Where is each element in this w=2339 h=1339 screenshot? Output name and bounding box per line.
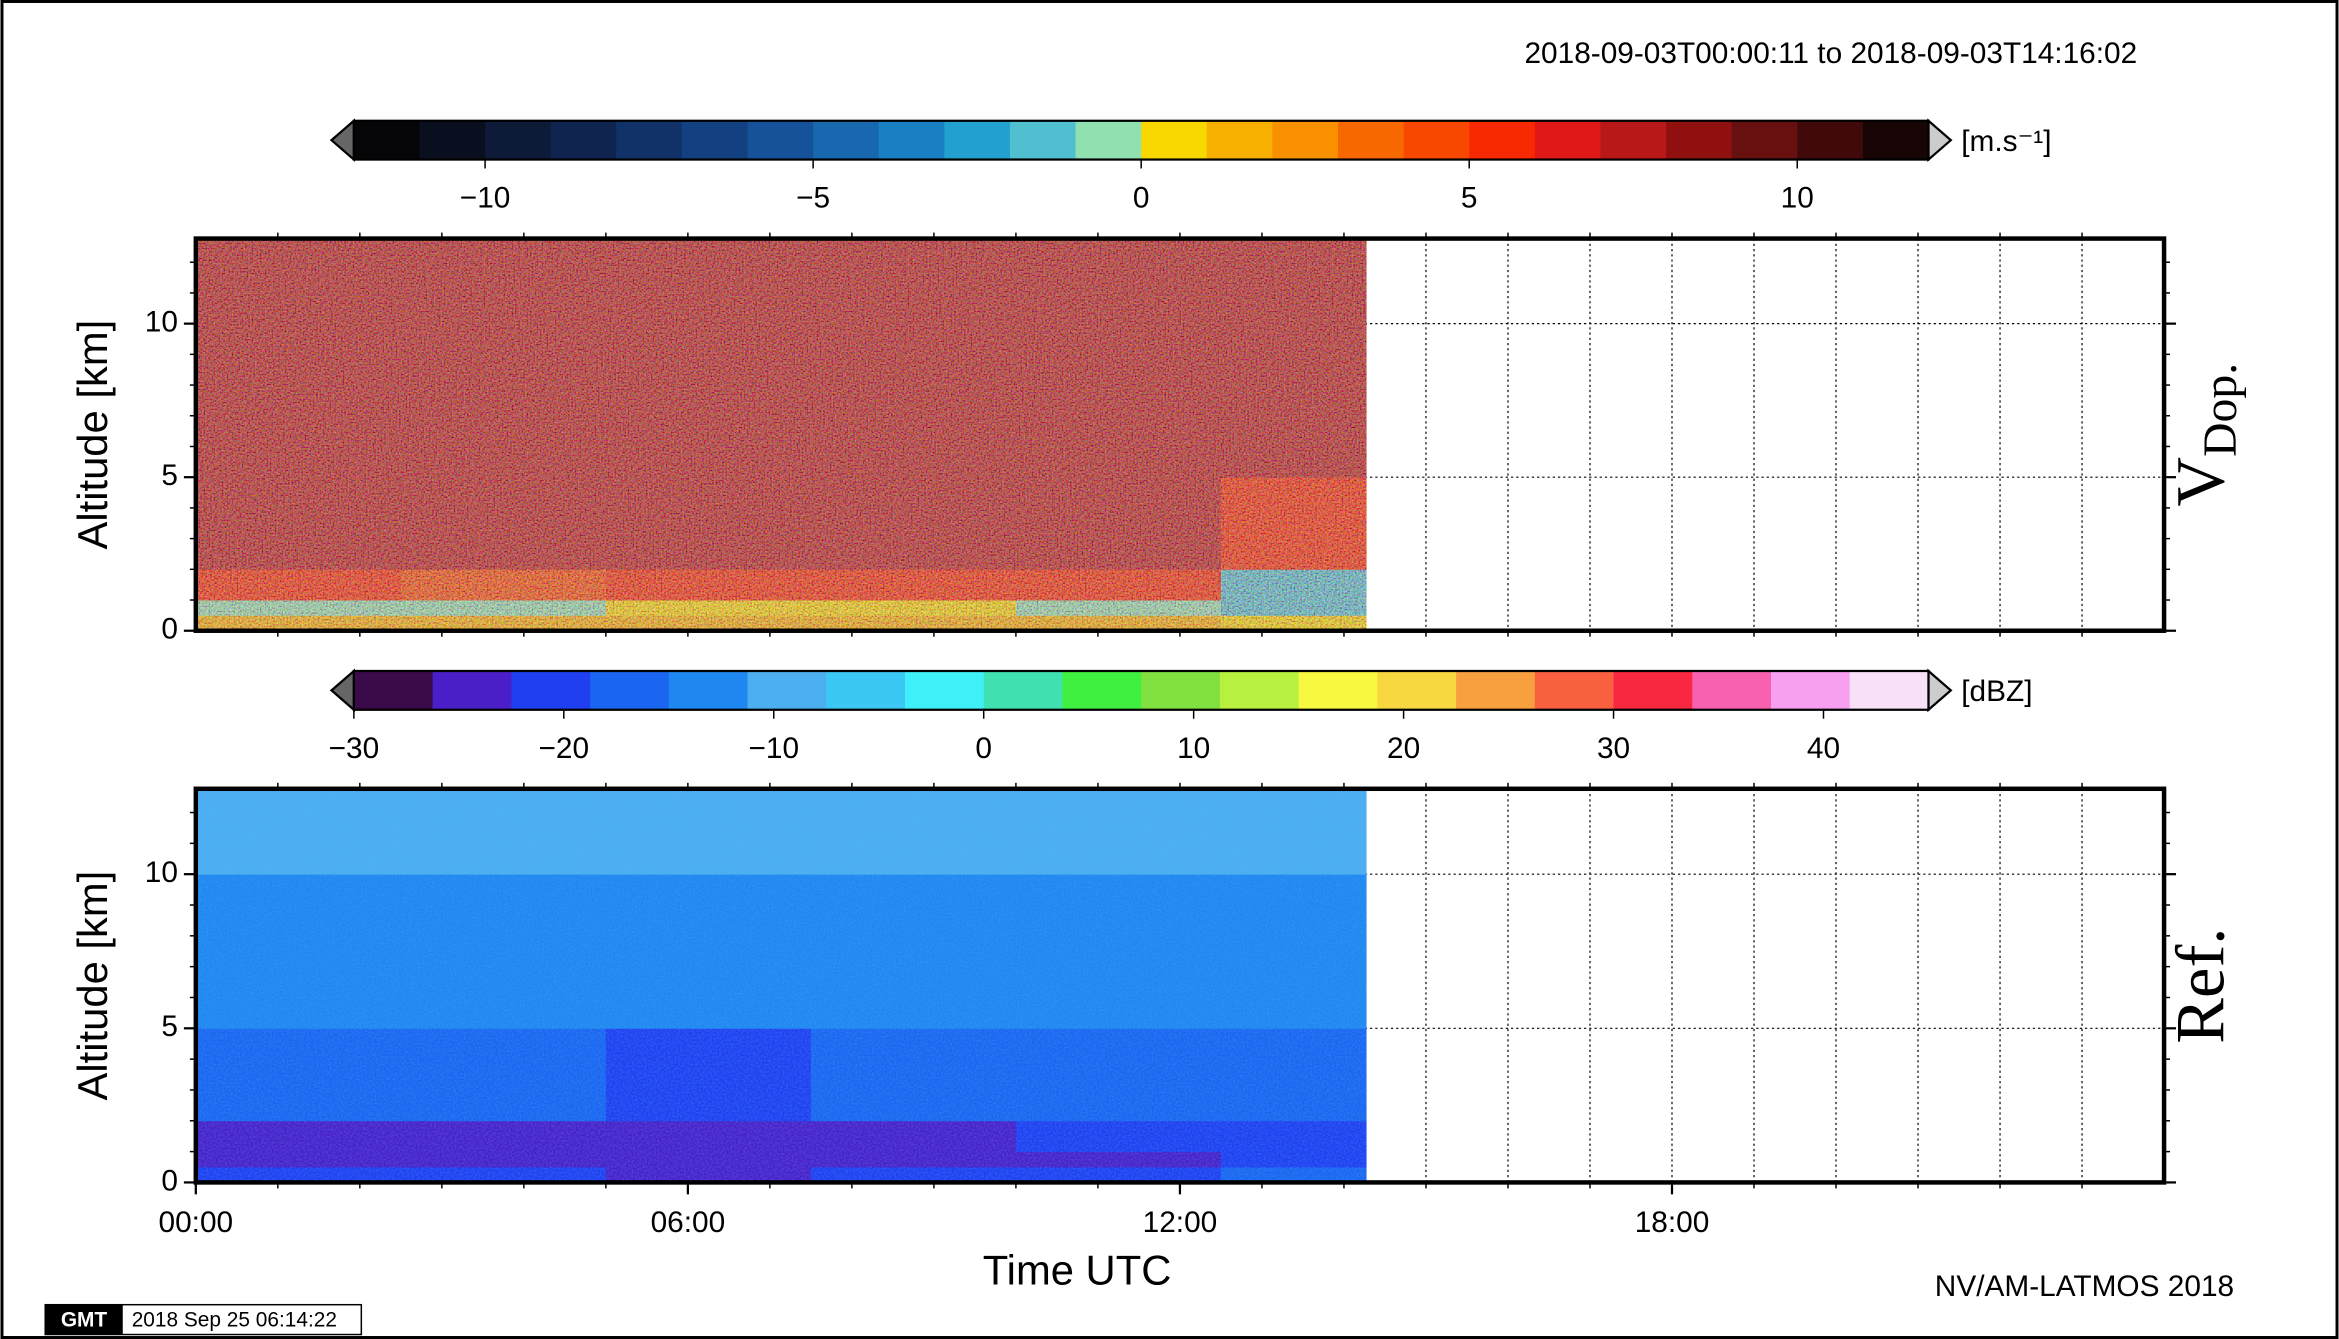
colorbar-tick-label: 0 (975, 732, 992, 765)
panel-label-main: Ref. (2162, 928, 2238, 1044)
colorbar-tick-label: 10 (1177, 732, 1210, 765)
panel-label-sub: Dop. (2194, 363, 2247, 457)
colorbar-frame (352, 669, 1930, 711)
colorbar-segment (813, 120, 880, 160)
footer: NV/AM-LATMOS 2018 (1935, 1270, 2234, 1303)
header: 2018-09-03T00:00:11 to 2018-09-03T14:16:… (1524, 37, 2137, 70)
colorbar-tick-label: 10 (1781, 182, 1814, 215)
colorbar-segment (1141, 120, 1208, 160)
plot-area: 0 5 10 Altitude [km] VDop. (69, 232, 2247, 646)
stamp-logo-box (45, 1304, 123, 1335)
colorbar-segment (878, 120, 946, 160)
colorbar-unit: [dBZ] (1961, 675, 2032, 708)
colorbar-segment (1377, 670, 1457, 710)
colorbar-segment (1534, 120, 1602, 160)
colorbar-segment (747, 120, 814, 160)
colorbar-segment (485, 120, 552, 160)
colorbar-segment (1272, 120, 1339, 160)
y-tick-label: 10 (145, 856, 178, 889)
colorbar-tick-label: 20 (1387, 732, 1420, 765)
colorbar-tick-label: −30 (329, 732, 380, 765)
colorbar-segment (1337, 120, 1405, 160)
colorbar-segment (1534, 670, 1615, 710)
x-tick-label: 18:00 (1635, 1206, 1710, 1239)
y-axis-title: Altitude [km] (69, 871, 116, 1101)
colorbar-segment (1009, 120, 1077, 160)
colorbar: −30 −20 −10 0 10 20 30 40 [dBZ] (329, 668, 2033, 765)
colorbar-segment (550, 120, 618, 160)
colorbar-segment (1141, 670, 1221, 710)
colorbar-tick-label: 5 (1461, 182, 1478, 215)
colorbar-segment (1771, 670, 1851, 710)
y-tick-label: 0 (161, 1164, 178, 1197)
colorbar-segment (1219, 670, 1300, 710)
colorbar-tick-label: −20 (539, 732, 590, 765)
colorbar-segment (1456, 670, 1536, 710)
colorbar-segment (1613, 670, 1694, 710)
colorbar-segment (353, 120, 421, 160)
colorbar-tick-label: 0 (1133, 182, 1150, 215)
colorbar-tick-label: 30 (1597, 732, 1630, 765)
colorbar-segment (983, 670, 1064, 710)
colorbar-segment (1062, 670, 1142, 710)
colorbar-unit: [m.s⁻¹] (1961, 125, 2051, 158)
colorbar-segment (1731, 120, 1798, 160)
colorbar-segment (1692, 670, 1772, 710)
colorbar-segment (616, 120, 683, 160)
colorbar-segment (1298, 670, 1379, 710)
colorbar-segment (1600, 120, 1667, 160)
x-axis-title: Time UTC (983, 1246, 1172, 1293)
colorbar-segment (747, 670, 827, 710)
colorbar-segment (904, 670, 985, 710)
y-tick-label: 10 (145, 306, 178, 339)
colorbar-tick-label: −10 (460, 182, 511, 215)
panel-label: Ref. (2162, 928, 2238, 1044)
x-tick-label: 06:00 (651, 1206, 726, 1239)
colorbar-segment (944, 120, 1011, 160)
heatmap-texture (195, 238, 1367, 631)
y-tick-label: 5 (161, 1010, 178, 1043)
panel-label-main: V (2162, 457, 2238, 507)
colorbar-segment (668, 670, 749, 710)
x-tick-label: 00:00 (159, 1206, 234, 1239)
colorbar-segment (1666, 120, 1733, 160)
x-tick-label: 12:00 (1143, 1206, 1218, 1239)
y-tick-label: 5 (161, 459, 178, 492)
colorbar-tick-label: −5 (796, 182, 830, 215)
colorbar-segment (681, 120, 749, 160)
panel-label: VDop. (2162, 363, 2247, 507)
colorbar-segment (353, 670, 434, 710)
stamp-text: 2018 Sep 25 06:14:22 (132, 1309, 337, 1332)
colorbar-segment (432, 670, 513, 710)
y-axis-title: Altitude [km] (69, 320, 116, 550)
colorbar-segment (419, 120, 486, 160)
colorbar-segment (1862, 120, 1930, 160)
colorbar: −10 −5 0 5 10 [m.s⁻¹] (329, 118, 2052, 215)
colorbar-segment (1849, 670, 1930, 710)
colorbar-tick-label: 40 (1807, 732, 1840, 765)
colorbar-segment (511, 670, 591, 710)
colorbar-segment (590, 670, 670, 710)
colorbar-segment (826, 670, 906, 710)
colorbar-segment (1206, 120, 1274, 160)
colorbar-segment (1403, 120, 1470, 160)
plot-area: 0 5 10 00:00 06:00 12:00 18:00 Time UTC Altitude… (69, 782, 2238, 1293)
stamp: GMT 2018 Sep 25 06:14:22 (44, 1303, 363, 1336)
colorbar-segment (1797, 120, 1864, 160)
colorbar-segment (1469, 120, 1536, 160)
y-tick-label: 0 (161, 613, 178, 646)
colorbar-tick-label: −10 (748, 732, 799, 765)
stamp-logo: GMT (61, 1309, 108, 1332)
colorbar-segment (1075, 120, 1142, 160)
heatmap-texture (195, 788, 1367, 1183)
